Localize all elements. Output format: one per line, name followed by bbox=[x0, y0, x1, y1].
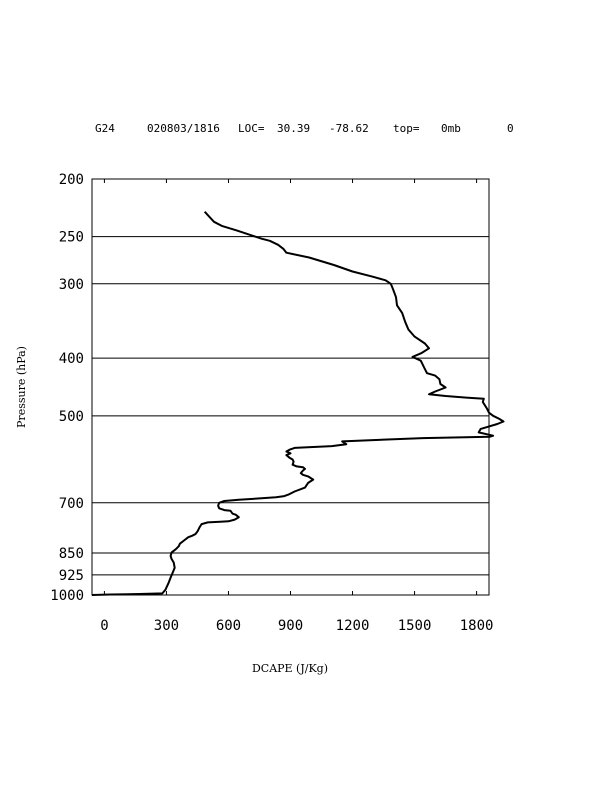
x-tick-label: 600 bbox=[216, 618, 241, 634]
y-tick-label: 850 bbox=[59, 546, 84, 562]
x-axis-label: DCAPE (J/Kg) bbox=[252, 662, 328, 675]
x-tick-label: 300 bbox=[154, 618, 179, 634]
x-tick-label: 1800 bbox=[460, 618, 494, 634]
x-tick-label: 0 bbox=[100, 618, 108, 634]
x-tick-label: 900 bbox=[278, 618, 303, 634]
header-loc-label: LOC= bbox=[238, 122, 265, 135]
header-top-label: top= bbox=[393, 122, 420, 135]
series-group bbox=[91, 211, 505, 596]
header-extra: 0 bbox=[507, 122, 514, 135]
y-tick-label: 400 bbox=[59, 351, 84, 367]
y-tick-label: 700 bbox=[59, 496, 84, 512]
x-tick-labels: 0 300 600 900 1200 1500 1800 bbox=[100, 618, 493, 634]
chart-header: G24 020803/1816 LOC= 30.39 -78.62 top= 0… bbox=[95, 122, 514, 135]
y-tick-label: 200 bbox=[59, 172, 84, 188]
header-top-value: 0mb bbox=[441, 122, 461, 135]
y-tick-label: 250 bbox=[59, 230, 84, 246]
y-tick-label: 1000 bbox=[50, 588, 84, 604]
x-tick-label: 1200 bbox=[336, 618, 370, 634]
x-tick-marks bbox=[103, 179, 478, 595]
y-axis-label: Pressure (hPa) bbox=[15, 346, 28, 428]
y-tick-label: 300 bbox=[59, 277, 84, 293]
y-gridlines bbox=[92, 236, 489, 576]
header-datetime: 020803/1816 bbox=[147, 122, 220, 135]
y-tick-label: 500 bbox=[59, 409, 84, 425]
header-model: G24 bbox=[95, 122, 115, 135]
header-lon: -78.62 bbox=[329, 122, 369, 135]
y-tick-label: 925 bbox=[59, 568, 84, 584]
plot-frame bbox=[91, 178, 490, 596]
y-tick-labels: 200 250 300 400 500 700 850 925 1000 bbox=[50, 172, 84, 604]
header-lat: 30.39 bbox=[277, 122, 310, 135]
x-tick-label: 1500 bbox=[398, 618, 432, 634]
series-line-0 bbox=[91, 211, 505, 596]
